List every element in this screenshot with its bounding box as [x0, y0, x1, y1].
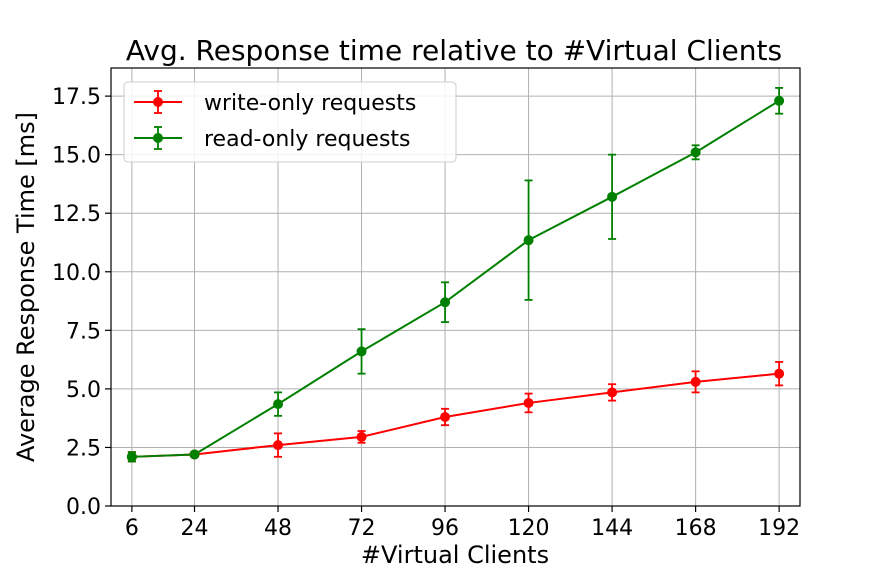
series-read-only: [126, 87, 785, 463]
data-point: [774, 95, 785, 106]
legend-marker: [153, 97, 163, 107]
data-point: [356, 346, 367, 357]
data-point: [690, 376, 701, 387]
x-tick-label: 24: [181, 516, 209, 541]
y-tick-label: 2.5: [66, 436, 101, 461]
ticks: 6 24 48 72 96 120 144 168 192 0.0 2.5 5.0 7.5 10.0 12.…: [52, 85, 800, 541]
series-write-only: [126, 361, 785, 463]
x-axis-label: #Virtual Clients: [361, 541, 549, 568]
legend-label-read-only: read-only requests: [204, 127, 411, 152]
legend-item-read-only: read-only requests: [134, 126, 411, 152]
legend-marker: [153, 133, 163, 143]
series-layer: [126, 87, 785, 463]
data-point: [440, 411, 451, 422]
chart-title: Avg. Response time relative to #Virtual …: [126, 34, 782, 67]
data-point: [523, 235, 534, 246]
legend-box: [123, 81, 457, 163]
data-point: [607, 191, 618, 202]
data-point: [690, 147, 701, 158]
x-tick-label: 144: [591, 516, 633, 541]
data-point: [189, 449, 200, 460]
plot-frame: [110, 67, 801, 507]
data-point: [774, 368, 785, 379]
x-tick-label: 192: [758, 516, 800, 541]
x-tick-label: 168: [675, 516, 717, 541]
y-tick-label: 12.5: [52, 202, 101, 227]
y-axis-label: Average Response Time [ms]: [12, 112, 40, 462]
legend: write-only requests read-only requests: [123, 81, 457, 163]
legend-label-write-only: write-only requests: [204, 91, 416, 116]
y-tick-label: 10.0: [52, 261, 101, 286]
x-tick-label: 72: [348, 516, 376, 541]
x-tick-label: 120: [508, 516, 550, 541]
y-tick-label: 15.0: [52, 144, 101, 169]
data-point: [126, 451, 137, 462]
y-tick-label: 0.0: [66, 495, 101, 520]
series-line-write-only: [131, 372, 780, 458]
x-tick-label: 6: [125, 516, 139, 541]
y-tick-label: 17.5: [52, 85, 101, 110]
data-point: [607, 387, 618, 398]
y-tick-label: 5.0: [66, 378, 101, 403]
data-point: [440, 297, 451, 308]
data-point: [523, 397, 534, 408]
data-point: [273, 399, 284, 410]
data-point: [356, 431, 367, 442]
x-tick-label: 48: [264, 516, 292, 541]
x-tick-label: 96: [431, 516, 459, 541]
data-point: [273, 440, 284, 451]
legend-item-write-only: write-only requests: [134, 90, 416, 116]
y-tick-label: 7.5: [66, 319, 101, 344]
